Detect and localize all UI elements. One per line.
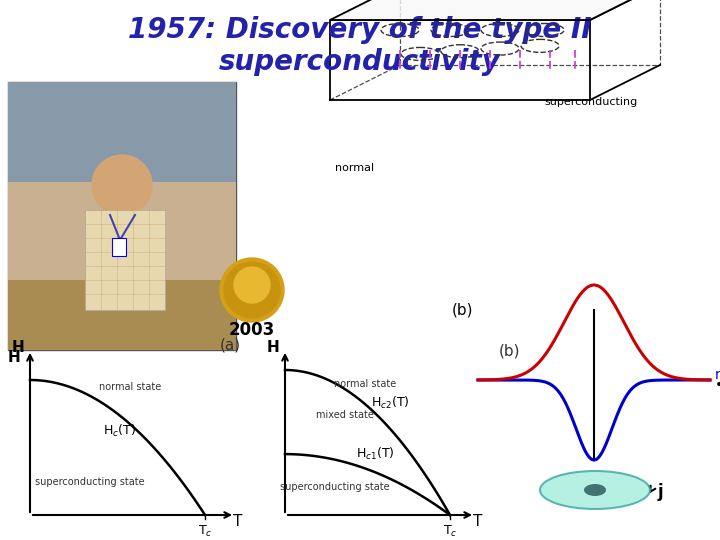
Text: (a): (a)	[220, 338, 240, 353]
Bar	[8, 82, 236, 350]
Text: T: T	[473, 514, 482, 529]
Text: 1957: Discovery of the type II: 1957: Discovery of the type II	[128, 16, 592, 44]
Text: superconducting: superconducting	[545, 97, 638, 107]
Text: normal: normal	[336, 163, 374, 173]
Text: H$_c$(T): H$_c$(T)	[104, 423, 137, 439]
Text: H: H	[266, 340, 279, 354]
Text: •r: •r	[715, 378, 720, 392]
Circle shape	[220, 258, 284, 322]
Circle shape	[234, 267, 270, 303]
Text: H: H	[8, 350, 20, 366]
Text: mixed state: mixed state	[316, 409, 374, 420]
Text: (b): (b)	[451, 302, 473, 318]
Text: H: H	[12, 340, 24, 354]
Circle shape	[92, 155, 152, 215]
Text: nₛ: nₛ	[715, 368, 720, 382]
Circle shape	[224, 262, 280, 318]
Bar	[85, 210, 165, 310]
Text: T: T	[233, 514, 243, 529]
Text: superconducting state: superconducting state	[280, 482, 390, 492]
Text: H$_{c2}$(T): H$_{c2}$(T)	[371, 395, 409, 411]
Bar	[8, 82, 236, 182]
Text: 2003: 2003	[229, 321, 275, 339]
Text: normal state: normal state	[99, 382, 161, 392]
Polygon shape	[330, 0, 660, 20]
Bar	[112, 238, 126, 256]
Ellipse shape	[540, 471, 650, 509]
Text: H$_{c1}$(T): H$_{c1}$(T)	[356, 446, 395, 462]
Text: j: j	[657, 483, 663, 501]
Text: superconductivity: superconductivity	[219, 48, 501, 76]
Ellipse shape	[584, 484, 606, 496]
Text: T$_c$: T$_c$	[443, 523, 457, 538]
Text: superconducting state: superconducting state	[35, 477, 145, 487]
Text: (b): (b)	[499, 343, 521, 358]
Bar	[8, 182, 236, 350]
Bar	[8, 280, 236, 350]
Text: T$_c$: T$_c$	[198, 523, 212, 538]
Text: normal state: normal state	[334, 379, 396, 389]
